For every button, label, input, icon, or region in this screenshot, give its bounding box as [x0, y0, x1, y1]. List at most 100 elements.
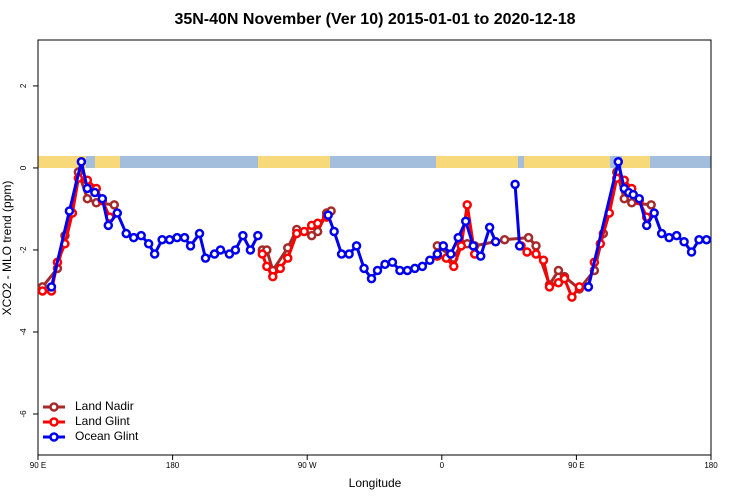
data-point	[531, 241, 541, 251]
data-point	[245, 245, 256, 255]
data-point	[619, 193, 630, 204]
data-point	[275, 263, 286, 274]
data-point	[230, 245, 241, 255]
data-point	[514, 241, 525, 251]
legend-marker	[49, 417, 59, 427]
data-point	[257, 249, 268, 259]
series-line	[42, 176, 649, 299]
legend-label: Land Glint	[75, 414, 130, 428]
data-point	[425, 255, 435, 265]
map-strip	[38, 156, 711, 168]
y-tick-label: -4	[19, 328, 28, 336]
data-point	[417, 261, 428, 272]
data-point	[312, 226, 323, 237]
data-point	[523, 232, 534, 243]
data-point	[112, 208, 123, 218]
data-point	[656, 228, 667, 239]
data-point	[468, 241, 478, 251]
data-point	[172, 232, 182, 243]
data-point	[76, 157, 87, 167]
data-point	[136, 230, 146, 241]
data-point	[628, 189, 638, 200]
data-point	[253, 230, 263, 241]
data-point	[701, 234, 712, 245]
land-strip	[622, 156, 650, 168]
data-point	[634, 193, 644, 204]
y-tick-label: 0	[19, 165, 28, 170]
data-point	[224, 249, 235, 259]
data-point	[438, 241, 449, 251]
y-tick-label: -6	[19, 410, 28, 418]
data-point	[544, 282, 555, 292]
legend-label: Land Nadir	[75, 399, 134, 413]
x-tick-label: 180	[166, 461, 180, 470]
data-point	[432, 249, 443, 259]
data-point	[179, 232, 190, 243]
data-point	[553, 278, 564, 288]
data-point	[46, 282, 57, 292]
land-strip	[258, 156, 330, 168]
data-point	[351, 241, 362, 251]
data-point	[649, 208, 659, 218]
data-point	[679, 237, 689, 247]
series	[46, 157, 712, 292]
data-point	[103, 220, 114, 231]
y-axis-label: XCO2 - MLO trend (ppm)	[0, 181, 14, 316]
data-point	[453, 232, 464, 243]
y-tick-label: 2	[19, 83, 28, 88]
land-strip	[524, 156, 610, 168]
data-point	[238, 230, 248, 241]
data-point	[149, 249, 160, 259]
data-point	[262, 261, 272, 272]
data-point	[462, 200, 472, 210]
data-point	[336, 249, 347, 259]
x-tick-label: 90 E	[30, 461, 46, 470]
data-point	[626, 198, 637, 208]
data-point	[671, 230, 682, 241]
x-tick-label: 180	[704, 461, 718, 470]
data-point	[559, 273, 570, 284]
legend-label: Ocean Glint	[75, 429, 139, 443]
data-point	[97, 193, 108, 204]
data-point	[164, 234, 175, 245]
data-point	[522, 247, 532, 257]
data-point	[194, 228, 205, 239]
data-point	[449, 261, 459, 272]
data-point	[499, 234, 510, 245]
data-point	[686, 247, 697, 257]
plot-frame	[37, 39, 712, 456]
data-point	[475, 251, 486, 261]
data-point	[323, 210, 333, 220]
data-point	[410, 263, 420, 274]
data-point	[664, 232, 674, 243]
data-point	[157, 234, 167, 245]
data-point	[490, 237, 501, 247]
data-point	[366, 273, 377, 284]
land-strip	[436, 156, 518, 168]
data-point	[456, 241, 466, 251]
data-point	[143, 239, 154, 249]
data-point	[553, 265, 564, 276]
data-point	[209, 249, 220, 259]
data-point	[446, 249, 456, 259]
data-point	[646, 200, 656, 210]
data-point	[484, 222, 495, 233]
data-point	[200, 253, 211, 263]
data-point	[299, 226, 309, 237]
data-point	[268, 271, 278, 282]
legend-marker	[49, 402, 59, 412]
data-point	[82, 183, 93, 194]
data-point	[215, 245, 226, 255]
data-point	[329, 226, 339, 237]
land-strip	[38, 156, 86, 168]
data-point	[641, 220, 652, 231]
data-point	[82, 193, 93, 204]
data-point	[613, 157, 624, 167]
data-point	[37, 286, 48, 296]
data-point	[291, 228, 302, 239]
data-point	[510, 179, 520, 190]
x-tick-label: 90 E	[568, 461, 584, 470]
data-point	[312, 218, 323, 229]
